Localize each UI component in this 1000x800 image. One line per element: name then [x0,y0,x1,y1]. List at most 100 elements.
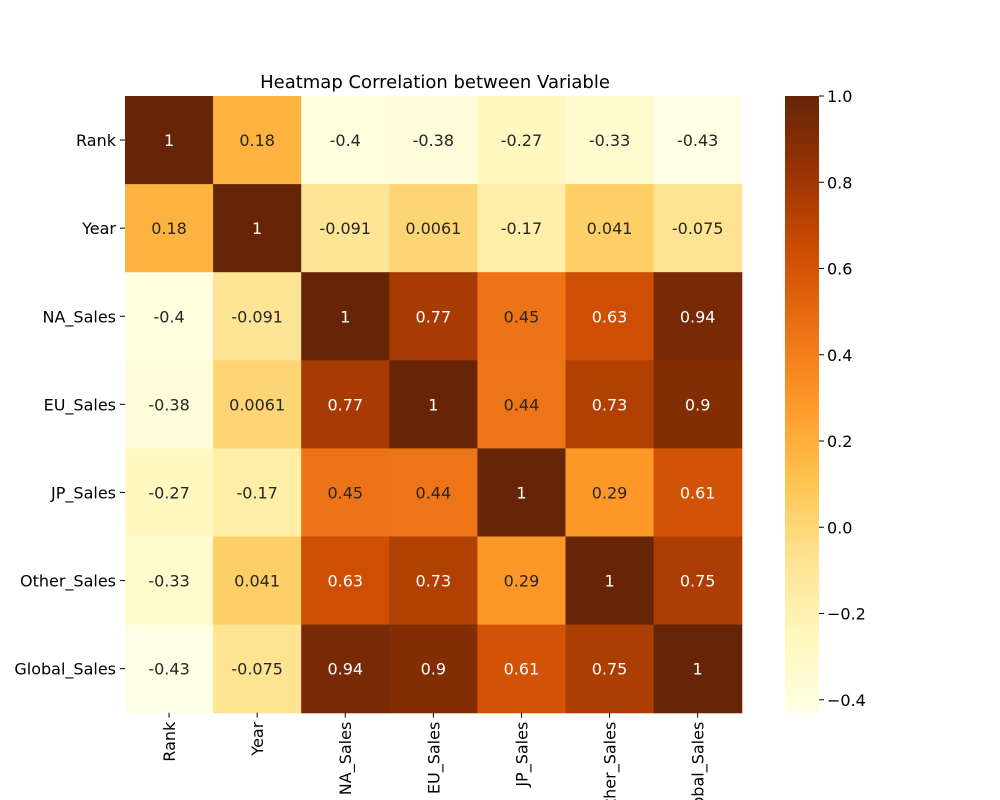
cell-value-label: 0.29 [504,572,540,591]
cell-value-label: 0.77 [327,395,363,414]
heatmap-cell [301,96,390,185]
cell-value-label: 0.18 [151,219,187,238]
heatmap-cell [125,448,214,538]
cell-value-label: -0.075 [231,660,283,679]
heatmap-cell [389,536,478,626]
row-label: Rank [76,131,117,150]
cell-value-label: -0.17 [501,219,542,238]
cell-value-label: 1 [516,483,526,502]
heatmap-cell [565,96,655,185]
cell-value-label: 0.94 [680,307,716,326]
cell-value-label: 0.75 [680,572,716,591]
row-label: NA_Sales [43,307,117,327]
cell-value-label: -0.17 [236,483,277,502]
column-labels: Rank Year NA_Sales EU_Sales JP_Sales Other_Sa… [160,712,709,800]
heatmap-cell [301,536,390,626]
cell-value-label: -0.38 [148,395,189,414]
column-label: NA_Sales [336,722,356,796]
heatmap-cell [125,96,214,185]
cell-value-label: -0.27 [501,131,542,150]
heatmap-cell [125,272,214,361]
column-label: Global_Sales [689,722,709,800]
cell-value-label: -0.091 [319,219,371,238]
heatmap-cell [477,184,567,273]
chart-title: Heatmap Correlation between Variable [260,72,610,93]
heatmap-cell [653,272,743,361]
cell-value-label: 0.61 [504,660,540,679]
cell-value-label: 0.75 [592,660,628,679]
heatmap-cell [653,96,743,185]
column-label: Other_Sales [601,722,621,800]
colorbar-tick-label: −0.4 [827,691,866,710]
heatmap-cell [565,272,655,361]
heatmap-cell [125,624,214,714]
heatmap-cell [565,536,655,626]
heatmap-cell [477,536,567,626]
heatmap-cell [565,184,655,273]
heatmap-cell [477,96,567,185]
heatmap-cell [477,360,567,449]
heatmap-cell [301,624,390,714]
row-label: Other_Sales [20,572,116,592]
column-label: EU_Sales [424,722,444,794]
row-label: JP_Sales [50,483,116,503]
heatmap-cell [653,624,743,714]
cell-value-label: 0.18 [239,131,275,150]
heatmap-cell [653,184,743,273]
heatmap-cell [213,184,302,273]
column-label: Year [248,721,267,756]
heatmap-cell [653,360,743,449]
colorbar-tick-label: 1.0 [827,87,852,106]
cell-value-label: 0.44 [504,395,540,414]
colorbar-tick-label: 0.0 [827,518,852,537]
cell-value-label: -0.4 [153,307,184,326]
cell-value-label: -0.33 [148,572,189,591]
cell-value-label: 1 [340,307,350,326]
cell-value-label: 0.73 [592,395,628,414]
cell-value-label: 0.94 [327,660,363,679]
heatmap-cell [213,96,302,185]
colorbar-tick-label: 0.2 [827,432,852,451]
row-label: Year [81,219,116,238]
heatmap-cell [213,624,302,714]
cell-value-label: -0.075 [672,219,724,238]
heatmap-cell [477,272,567,361]
cell-value-label: 0.45 [504,307,540,326]
cell-value-label: 0.44 [416,483,452,502]
heatmap-cell [477,624,567,714]
heatmap-cell [477,448,567,538]
colorbar-tick-label: 0.6 [827,260,852,279]
cell-value-label: 0.041 [587,219,633,238]
heatmap-cell [301,360,390,449]
heatmap-cell [213,536,302,626]
cell-value-label: -0.43 [148,660,189,679]
heatmap-cell [389,272,478,361]
heatmap-cell [213,272,302,361]
cell-value-label: 0.63 [592,307,628,326]
row-label: EU_Sales [44,395,116,415]
row-labels: Rank Year NA_Sales EU_Sales JP_Sales Other_Sa… [14,131,125,680]
heatmap-cell [389,448,478,538]
cell-value-label: 0.041 [234,572,280,591]
cell-value-label: 0.9 [685,395,710,414]
colorbar: 1.0 0.8 0.6 0.4 0.2 0.0 −0.2 −0.4 [785,87,866,713]
cell-value-label: -0.27 [148,483,189,502]
heatmap-cell [301,184,390,273]
heatmap-cell [389,96,478,185]
heatmap-cell [389,360,478,449]
cell-value-label: -0.4 [330,131,361,150]
heatmap-cell [213,360,302,449]
colorbar-gradient [785,96,819,713]
heatmap-cell [125,184,214,273]
cell-value-label: 1 [252,219,262,238]
cell-value-label: 0.73 [416,572,452,591]
heatmap-cell [301,272,390,361]
heatmap-cell [389,624,478,714]
colorbar-tick-label: 0.4 [827,346,852,365]
column-label: JP_Sales [512,722,532,788]
colorbar-tick-label: −0.2 [827,605,866,624]
cell-value-label: 0.0061 [229,395,285,414]
heatmap-cells: 1 0.18 -0.4 -0.38 -0.27 -0.33 -0.43 0.18 1 -0.091… [125,96,743,714]
cell-value-label: 1 [693,660,703,679]
